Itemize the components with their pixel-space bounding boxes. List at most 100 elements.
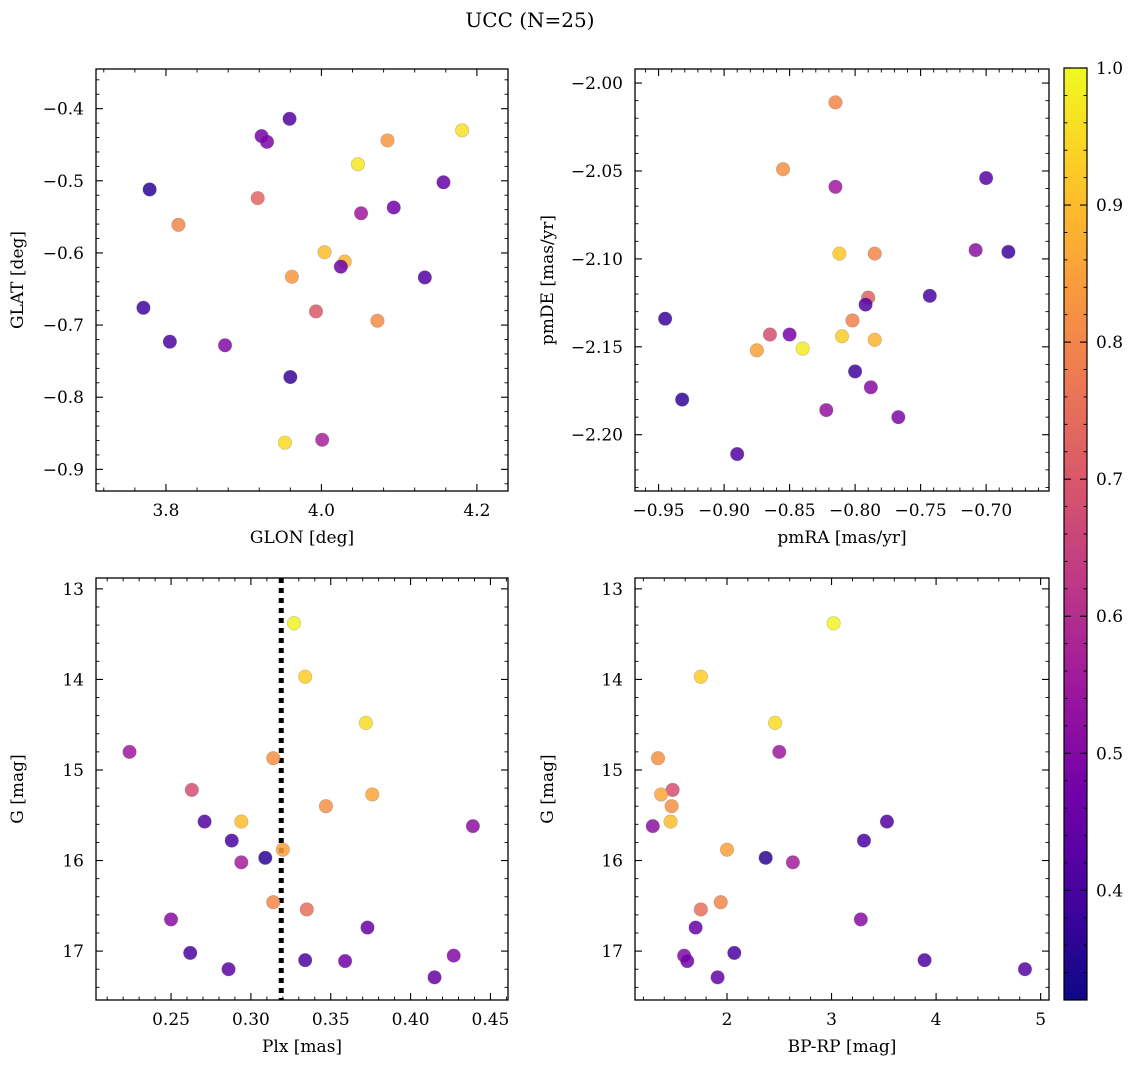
data-point <box>867 246 882 261</box>
plot-frame <box>634 577 1050 1001</box>
data-point <box>826 616 841 631</box>
data-point <box>333 259 348 274</box>
data-point <box>819 403 834 418</box>
y-axis-label: G [mag] <box>8 754 28 823</box>
data-point <box>856 833 872 848</box>
data-point <box>221 962 236 977</box>
x-tick-label: −0.80 <box>829 501 881 521</box>
data-point <box>171 217 186 232</box>
data-point <box>834 329 850 344</box>
x-tick-label: 3.8 <box>152 501 179 521</box>
data-point <box>436 175 451 190</box>
data-point <box>1001 244 1016 259</box>
x-tick-label: −0.75 <box>895 501 947 521</box>
x-tick-label: 0.45 <box>472 1010 510 1030</box>
y-tick-label: −2.00 <box>571 74 623 94</box>
x-tick-label: 4.2 <box>463 501 490 521</box>
y-tick-label: −2.05 <box>571 162 623 182</box>
data-point <box>183 945 198 961</box>
data-point <box>979 170 994 186</box>
data-points <box>136 111 470 450</box>
data-point <box>315 432 330 447</box>
data-point <box>350 157 366 172</box>
data-point <box>284 269 299 284</box>
data-point <box>891 410 906 425</box>
data-point <box>879 814 895 829</box>
data-point <box>370 313 385 328</box>
y-tick-label: −2.15 <box>571 338 623 358</box>
x-axis-label: BP-RP [mag] <box>788 1037 897 1057</box>
data-point <box>308 304 324 319</box>
data-point <box>775 162 791 177</box>
data-point <box>136 300 151 315</box>
data-point <box>358 715 373 730</box>
x-tick-label: 3 <box>826 1010 837 1030</box>
y-tick-label: 16 <box>62 852 84 872</box>
data-point <box>845 313 860 328</box>
data-point <box>658 311 673 326</box>
data-point <box>317 245 332 260</box>
y-tick-label: −0.5 <box>43 172 84 192</box>
data-point <box>318 799 334 814</box>
data-point <box>772 744 787 759</box>
data-point <box>710 970 725 985</box>
data-point <box>867 332 882 347</box>
x-tick-label: 2 <box>722 1010 733 1030</box>
data-point <box>650 751 666 766</box>
data-point <box>863 380 878 395</box>
data-point <box>693 669 708 684</box>
y-tick-label: 16 <box>601 852 623 872</box>
data-point <box>1017 962 1033 977</box>
y-tick-label: −0.6 <box>43 244 84 264</box>
data-point <box>299 902 314 917</box>
data-point <box>184 782 199 798</box>
x-tick-label: 0.30 <box>232 1010 270 1030</box>
data-point <box>455 123 470 138</box>
data-point <box>250 191 265 206</box>
data-point <box>654 787 669 802</box>
y-tick-label: 14 <box>62 670 84 690</box>
data-point <box>298 669 313 684</box>
data-point <box>266 895 281 910</box>
x-tick-label: 0.35 <box>312 1010 350 1030</box>
data-point <box>688 920 703 935</box>
y-tick-label: −0.9 <box>43 460 84 480</box>
y-tick-label: −0.4 <box>43 100 84 120</box>
panel-plx-g: 0.25 0.30 0.35 0.40 0.45 13 14 15 16 17 Plx [mas] G… <box>8 577 510 1057</box>
data-point <box>427 970 442 985</box>
data-point <box>730 446 745 462</box>
y-tick-label: 13 <box>601 580 623 600</box>
data-point <box>795 341 810 356</box>
y-tick-label: −0.7 <box>43 316 84 336</box>
data-point <box>693 902 708 917</box>
data-point <box>465 819 480 834</box>
data-point <box>217 338 233 353</box>
y-tick-label: −2.10 <box>571 250 623 270</box>
y-tick-label: 13 <box>62 580 84 600</box>
data-point <box>664 799 679 814</box>
data-point <box>782 327 797 342</box>
data-point <box>762 327 778 342</box>
y-axis-label: GLAT [deg] <box>8 231 28 329</box>
figure-title: UCC (N=25) <box>465 8 594 32</box>
data-point <box>163 912 179 927</box>
data-point <box>266 751 281 766</box>
data-point <box>360 920 375 935</box>
colorbar-tick-label: 0.8 <box>1096 333 1123 353</box>
data-points <box>658 95 1016 462</box>
data-point <box>259 134 275 149</box>
x-axis-label: Plx [mas] <box>262 1037 342 1057</box>
colorbar-tick-label: 1.0 <box>1096 59 1123 79</box>
data-point <box>298 953 313 968</box>
x-tick-label: −0.90 <box>698 501 750 521</box>
y-axis-label: pmDE [mas/yr] <box>538 215 558 345</box>
x-tick-label: −0.85 <box>764 501 816 521</box>
data-points <box>645 616 1033 985</box>
x-tick-label: 0.40 <box>392 1010 430 1030</box>
data-point <box>283 369 298 385</box>
data-point <box>142 182 157 197</box>
data-point <box>286 616 302 631</box>
data-point <box>758 850 773 865</box>
data-point <box>968 243 983 258</box>
